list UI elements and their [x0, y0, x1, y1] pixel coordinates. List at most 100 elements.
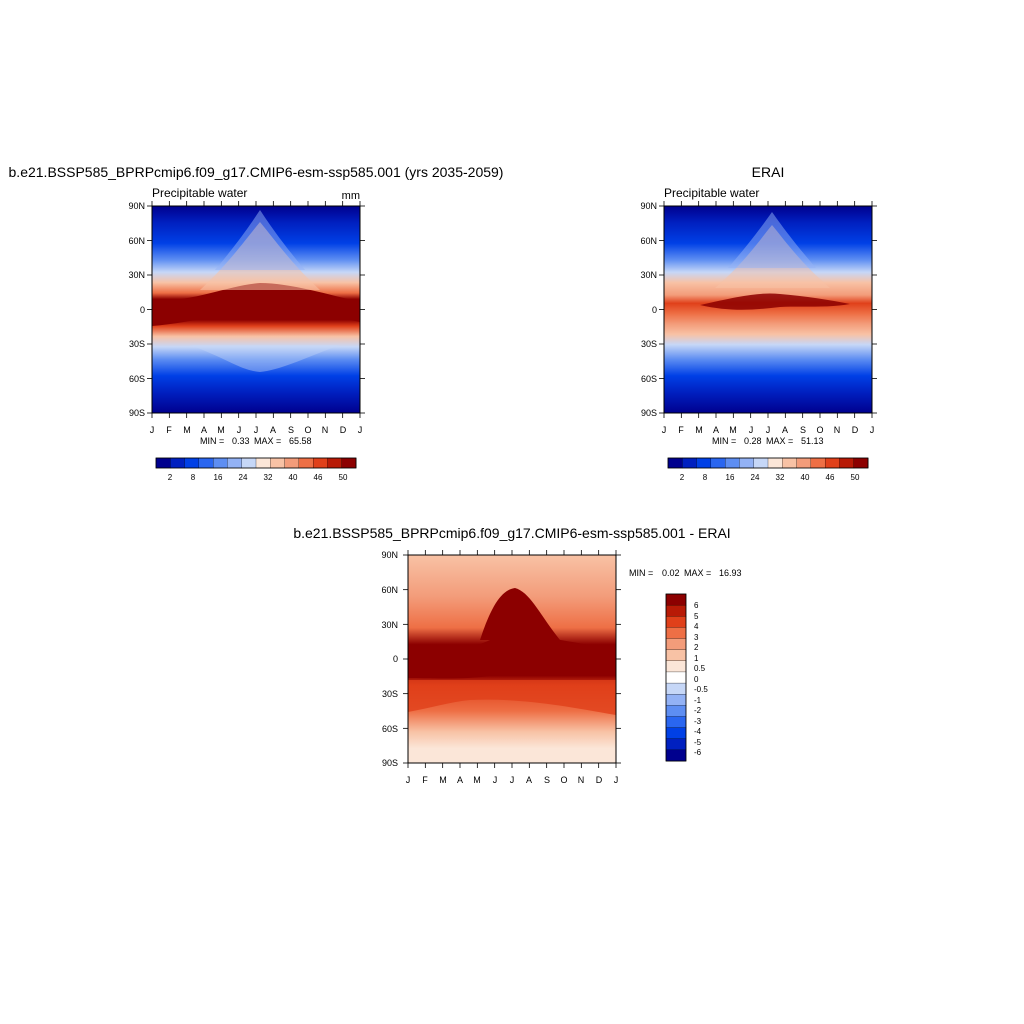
- tick-label-jan: J: [406, 775, 411, 785]
- colorbar-label-32: 32: [264, 473, 273, 482]
- tick-label-0: 0: [140, 305, 145, 315]
- axis-tick-marks: [659, 201, 877, 418]
- colorbar-swatch: [665, 604, 687, 617]
- tick-label-oct: O: [560, 775, 567, 785]
- tick-label-30S: 30S: [129, 339, 145, 349]
- panel-model-max-label: MAX =: [254, 436, 281, 446]
- colorbar-swatch: [312, 457, 328, 469]
- panel-model-colorbar: 2 8 16 24 32 40 46 50: [155, 457, 357, 482]
- colorbar-label-3: 3: [694, 633, 699, 642]
- colorbar-label-1: 1: [694, 654, 699, 663]
- tick-label-jan: J: [662, 425, 667, 435]
- tick-label-90N: 90N: [128, 201, 145, 211]
- panel-erai-field: [664, 206, 872, 413]
- colorbar-swatch: [665, 638, 687, 651]
- colorbar-swatch: [665, 682, 687, 695]
- tick-label-aug: A: [526, 775, 532, 785]
- colorbar-swatch: [696, 457, 712, 469]
- panel-difference-colorbar-frame: [665, 593, 687, 762]
- tick-label-90S: 90S: [382, 758, 398, 768]
- colorbar-label-46: 46: [826, 473, 835, 482]
- tick-label-may: M: [473, 775, 481, 785]
- tick-label-sep: S: [800, 425, 806, 435]
- panel-model-units-label: mm: [342, 190, 360, 202]
- tick-label-jan-end: J: [358, 425, 363, 435]
- panel-model: b.e21.BSSP585_BPRPcmip6.f09_g17.CMIP6-es…: [9, 164, 504, 482]
- panel-difference-x-axis: J F M A M J J A S O N D J: [406, 775, 619, 785]
- colorbar-swatch: [665, 616, 687, 628]
- colorbar-swatch: [853, 457, 869, 469]
- colorbar-swatch: [665, 705, 687, 717]
- panel-model-colorbar-frame: [155, 457, 357, 469]
- tick-label-90N: 90N: [381, 550, 398, 560]
- panel-erai-title: ERAI: [752, 164, 785, 180]
- tick-label-mar: M: [183, 425, 191, 435]
- colorbar-swatch: [341, 457, 357, 469]
- tick-label-30N: 30N: [640, 270, 657, 280]
- colorbar-swatch: [212, 457, 228, 469]
- tick-label-nov: N: [834, 425, 841, 435]
- colorbar-swatch: [665, 671, 687, 684]
- panel-model-x-axis: J F M A M J J A S O N D J: [150, 425, 363, 435]
- colorbar-label-minus-1: -1: [694, 696, 702, 705]
- colorbar-label-0-5: 0.5: [694, 664, 706, 673]
- tick-label-dec: D: [596, 775, 603, 785]
- panel-difference-max-value: 16.93: [719, 568, 742, 578]
- colorbar-swatch: [298, 457, 314, 469]
- tick-label-apr: A: [713, 425, 719, 435]
- colorbar-swatch: [824, 457, 840, 469]
- colorbar-swatch: [665, 627, 687, 639]
- tick-label-90S: 90S: [641, 408, 657, 418]
- colorbar-swatch: [665, 660, 687, 673]
- tick-label-apr: A: [201, 425, 207, 435]
- colorbar-swatch: [782, 457, 798, 469]
- colorbar-label-2: 2: [694, 643, 699, 652]
- tick-label-60N: 60N: [640, 236, 657, 246]
- panel-difference-title: b.e21.BSSP585_BPRPcmip6.f09_g17.CMIP6-es…: [293, 525, 730, 541]
- colorbar-label-46: 46: [314, 473, 323, 482]
- panel-model-colorbar-swatches: [155, 457, 357, 469]
- tick-label-60S: 60S: [382, 724, 398, 734]
- panel-model-y-axis: 90N 60N 30N 0 30S 60S 90S: [128, 201, 145, 418]
- tick-label-30S: 30S: [382, 689, 398, 699]
- panel-erai-north-pale-lobe: [728, 212, 816, 268]
- colorbar-label-2: 2: [168, 473, 173, 482]
- colorbar-label-8: 8: [703, 473, 708, 482]
- tick-label-oct: O: [304, 425, 311, 435]
- panel-model-field: [152, 206, 360, 413]
- panel-difference-colorbar-swatches: [665, 593, 687, 762]
- panel-model-max-value: 65.58: [289, 436, 312, 446]
- tick-label-60S: 60S: [129, 374, 145, 384]
- colorbar-label-minus-4: -4: [694, 727, 702, 736]
- panel-erai-x-axis: J F M A M J J A S O N D J: [662, 425, 875, 435]
- tick-label-60N: 60N: [381, 585, 398, 595]
- tick-label-nov: N: [322, 425, 329, 435]
- panel-model-summer-bulge: [152, 283, 360, 326]
- colorbar-label-minus-3: -3: [694, 717, 702, 726]
- colorbar-label-50: 50: [851, 473, 860, 482]
- tick-label-apr: A: [457, 775, 463, 785]
- tick-label-60S: 60S: [641, 374, 657, 384]
- colorbar-swatch: [198, 457, 214, 469]
- colorbar-swatch: [665, 749, 687, 762]
- colorbar-label-16: 16: [214, 473, 223, 482]
- tick-label-jan-end: J: [870, 425, 875, 435]
- tick-label-mar: M: [439, 775, 447, 785]
- tick-label-sep: S: [544, 775, 550, 785]
- colorbar-swatch: [665, 727, 687, 740]
- panel-erai-min-value: 0.28: [744, 436, 762, 446]
- colorbar-swatch: [284, 457, 300, 469]
- axis-tick-marks: [403, 550, 621, 768]
- tick-label-jun: J: [493, 775, 498, 785]
- panel-difference-max-label: MAX =: [684, 568, 711, 578]
- tick-label-jun: J: [237, 425, 242, 435]
- tick-label-aug: A: [782, 425, 788, 435]
- colorbar-label-5: 5: [694, 612, 699, 621]
- panel-erai-min-label: MIN =: [712, 436, 736, 446]
- panel-difference-equator-band: [408, 635, 616, 679]
- colorbar-swatch: [665, 694, 687, 706]
- tick-label-90S: 90S: [129, 408, 145, 418]
- colorbar-swatch: [255, 457, 271, 469]
- colorbar-label-24: 24: [239, 473, 248, 482]
- tick-label-feb: F: [678, 425, 684, 435]
